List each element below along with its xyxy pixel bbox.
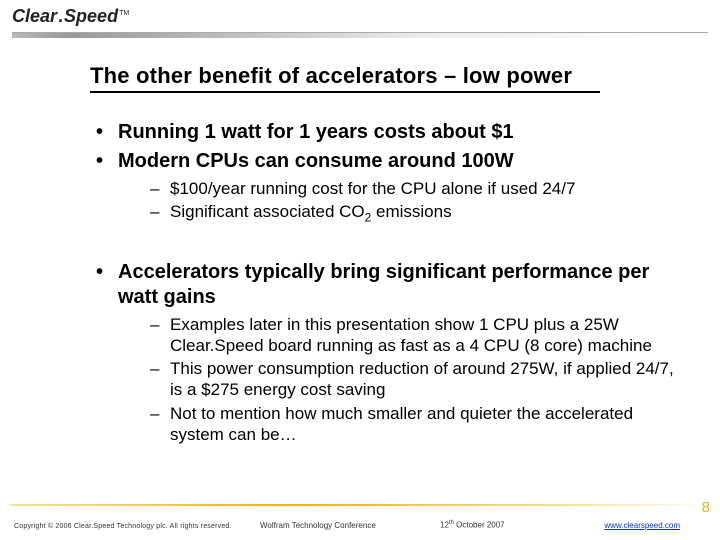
logo-sep: . [58, 6, 63, 26]
bullet-2-sub-1: $100/year running cost for the CPU alone… [136, 178, 690, 199]
footer-url[interactable]: www.clearspeed.com [604, 521, 680, 530]
slide-body: Running 1 watt for 1 years costs about $… [90, 120, 690, 453]
footer: Copyright © 2006 Clear.Speed Technology … [0, 512, 720, 534]
bullet-3: Accelerators typically bring significant… [90, 260, 690, 446]
bullet-3-sub-1: Examples later in this presentation show… [136, 314, 690, 357]
footer-date: 12th October 2007 [440, 520, 505, 530]
bullet-3-sub-3: Not to mention how much smaller and quie… [136, 403, 690, 446]
bullet-1: Running 1 watt for 1 years costs about $… [90, 120, 690, 145]
slide-title: The other benefit of accelerators – low … [90, 63, 690, 91]
bullet-3-sub-2: This power consumption reduction of arou… [136, 358, 690, 401]
brand-logo: Clear.SpeedTM [12, 6, 129, 27]
co2-post: emissions [371, 202, 451, 221]
bullet-2: Modern CPUs can consume around 100W $100… [90, 149, 690, 226]
bullet-2-text: Modern CPUs can consume around 100W [118, 150, 514, 172]
bullet-3-text: Accelerators typically bring significant… [118, 261, 649, 308]
logo-tm: TM [118, 10, 129, 17]
header-divider [12, 32, 708, 38]
footer-copyright: Copyright © 2006 Clear.Speed Technology … [14, 523, 232, 530]
bullet-2-sub-2: Significant associated CO2 emissions [136, 201, 690, 225]
date-post: October 2007 [454, 521, 505, 530]
logo-text-2: Speed [64, 6, 118, 26]
co2-pre: Significant associated CO [170, 202, 365, 221]
logo-text-1: Clear [12, 6, 57, 26]
date-pre: 12 [440, 521, 449, 530]
title-block: The other benefit of accelerators – low … [90, 63, 690, 93]
footer-divider [10, 504, 710, 506]
title-underline [90, 91, 600, 93]
footer-conference: Wolfram Technology Conference [260, 521, 376, 530]
